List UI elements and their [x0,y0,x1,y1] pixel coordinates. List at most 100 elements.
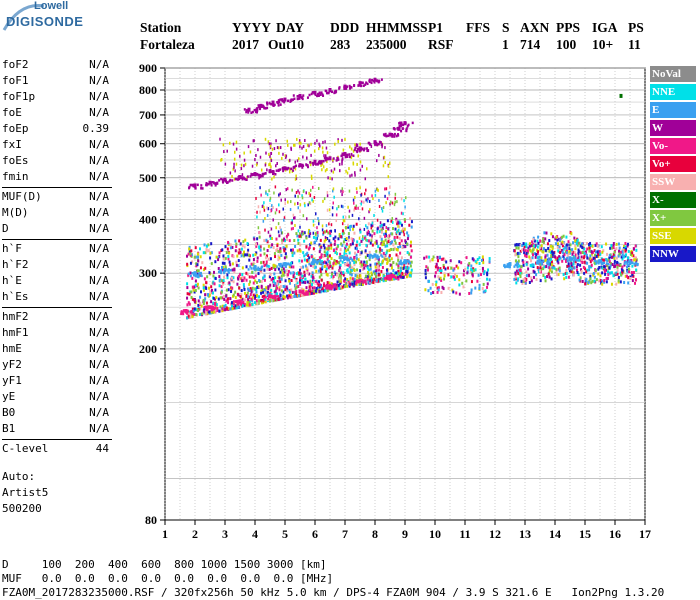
spread-echo-point [213,270,216,274]
spread-echo-point [603,270,606,274]
spread-echo-point [525,251,528,255]
data-point [190,311,193,314]
spread-echo-point [349,266,352,270]
spread-echo-point [212,274,215,278]
legend-item-nne: NNE [650,84,696,100]
param-value: N/A [89,154,109,167]
spread-echo-point [371,234,373,238]
data-point [299,95,302,99]
spread-echo-point [539,239,542,243]
data-point [566,259,569,263]
spread-echo-point [603,279,606,283]
spread-echo-point [608,260,611,264]
spread-echo-point [576,243,579,247]
spread-echo-point [276,162,278,166]
spread-echo-point [332,249,335,253]
spread-echo-point [474,268,477,272]
spread-echo-point [341,158,344,162]
spread-echo-point [321,287,324,291]
spread-echo-point [312,247,315,251]
spread-echo-point [222,294,225,298]
spread-echo-point [325,146,328,150]
spread-echo-point [529,249,532,253]
spread-echo-point [244,298,247,302]
spread-echo-point [321,228,324,232]
spread-echo-point [615,247,618,251]
spread-echo-point [281,241,284,245]
data-point [384,276,387,280]
x-tick-label: 6 [312,527,318,541]
data-point [247,108,250,111]
spread-echo-point [242,283,245,287]
spread-echo-point [196,282,199,286]
spread-echo-point [578,278,581,282]
spread-echo-point [283,285,286,289]
spread-echo-point [279,293,282,297]
data-point [354,146,357,150]
spread-echo-point [232,167,235,171]
data-point [342,153,345,156]
spread-echo-point [396,276,399,280]
spread-echo-point [391,276,394,280]
spread-echo-point [308,144,310,148]
spread-echo-point [615,256,618,260]
spread-echo-point [246,287,249,291]
spread-echo-point [536,239,539,243]
spread-echo-point [197,269,200,273]
param-value: N/A [89,170,109,183]
spread-echo-point [631,253,634,257]
spread-echo-point [335,287,338,291]
data-point [264,172,267,175]
spread-echo-point [391,232,394,236]
spread-echo-point [255,153,257,157]
data-point [235,299,238,303]
data-point [369,143,372,146]
spread-echo-point [337,205,340,209]
spread-echo-point [561,240,564,244]
data-point [219,271,222,275]
spread-echo-point [594,243,597,247]
spread-echo-point [323,265,326,269]
spread-echo-point [331,272,334,276]
param-name: D [2,222,9,235]
spread-echo-point [478,286,481,290]
spread-echo-point [546,242,549,246]
spread-echo-point [567,264,570,268]
spread-echo-point [392,243,395,247]
spread-echo-point [304,138,306,142]
spread-echo-point [301,196,304,200]
spread-echo-point [354,273,357,277]
spread-echo-point [264,228,266,232]
spread-echo-point [275,283,278,287]
header-value: 235000 [366,37,407,52]
spread-echo-point [235,263,238,267]
data-point [343,257,346,261]
spread-echo-point [312,199,314,203]
spread-echo-point [260,301,263,305]
spread-echo-point [241,304,244,308]
spread-echo-point [606,276,609,280]
spread-echo-point [308,259,311,263]
spread-echo-point [256,285,259,289]
spread-echo-point [229,171,232,175]
spread-echo-point [372,280,375,284]
data-point [320,160,323,163]
spread-echo-point [212,296,215,300]
spread-echo-point [269,243,272,247]
spread-echo-point [531,240,534,244]
spread-echo-point [424,276,427,280]
param-row: foE N/A [2,106,112,122]
spread-echo-point [205,244,208,248]
spread-echo-point [368,275,371,279]
data-point [227,271,230,274]
spread-echo-point [275,294,278,298]
spread-echo-point [388,254,391,258]
spread-echo-point [278,286,281,290]
spread-echo-point [253,237,256,241]
param-row: yE N/A [2,390,112,406]
param-name: h`Es [2,290,29,303]
spread-echo-point [382,240,385,244]
spread-echo-point [232,276,235,280]
spread-echo-point [353,282,356,286]
data-point [401,127,404,131]
